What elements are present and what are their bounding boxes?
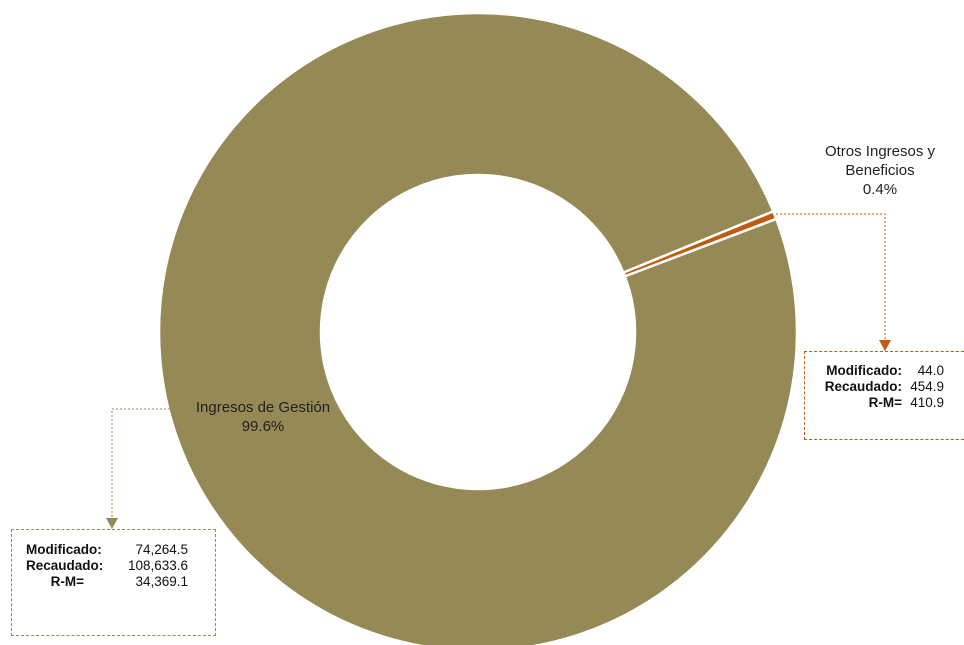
recaudado-label: Recaudado	[824, 379, 898, 394]
slice-label-otros: Otros Ingresos y Beneficios 0.4%	[800, 142, 960, 199]
slice-name-otros-line2: Beneficios	[845, 162, 915, 179]
details-row-rm: R-M= 34,369.1	[26, 574, 215, 590]
details-box-otros: Modificado: 44.0 Recaudado: 454.9 R-M= 4…	[804, 351, 964, 440]
modificado-value: 74,264.5	[135, 542, 188, 557]
leader-line-otros	[776, 213, 886, 340]
details-row-recaudado: Recaudado: 454.9	[824, 379, 944, 394]
arrow-otros-icon	[879, 340, 891, 351]
rm-value: 34,369.1	[135, 574, 188, 589]
recaudado-value: 454.9	[910, 379, 944, 394]
details-row-rm: R-M= 410.9	[817, 395, 964, 411]
leader-line-gestion	[111, 408, 178, 518]
recaudado-label: Recaudado	[26, 558, 99, 573]
slice-name-gestion: Ingresos de Gestión	[195, 399, 331, 416]
details-row-recaudado: Recaudado: 108,633.6	[26, 558, 188, 573]
donut-slice-ingresos-de-gestion	[157, 11, 799, 645]
details-box-gestion: Modificado: 74,264.5 Recaudado: 108,633.…	[11, 529, 216, 636]
details-row-modificado: Modificado: 44.0	[826, 363, 944, 378]
slice-name-otros-line1: Otros Ingresos y	[824, 143, 936, 160]
rm-label: R-M=	[868, 395, 902, 410]
recaudado-value: 108,633.6	[127, 558, 188, 573]
rm-value: 410.9	[910, 395, 944, 410]
donut-slice-otros-ingresos	[621, 209, 778, 278]
rm-label: R-M=	[50, 574, 84, 589]
modificado-label: Modificado	[826, 363, 898, 378]
details-row-modificado: Modificado: 74,264.5	[26, 542, 188, 557]
arrow-gestion-icon	[106, 518, 118, 529]
slice-label-gestion: Ingresos de Gestión 99.6%	[168, 398, 358, 436]
slice-percent-gestion: 99.6%	[241, 418, 285, 435]
modificado-label: Modificado	[26, 542, 98, 557]
modificado-value: 44.0	[917, 363, 944, 378]
donut-slices	[157, 11, 799, 645]
leader-lines	[106, 213, 891, 529]
slice-percent-otros: 0.4%	[862, 181, 898, 198]
